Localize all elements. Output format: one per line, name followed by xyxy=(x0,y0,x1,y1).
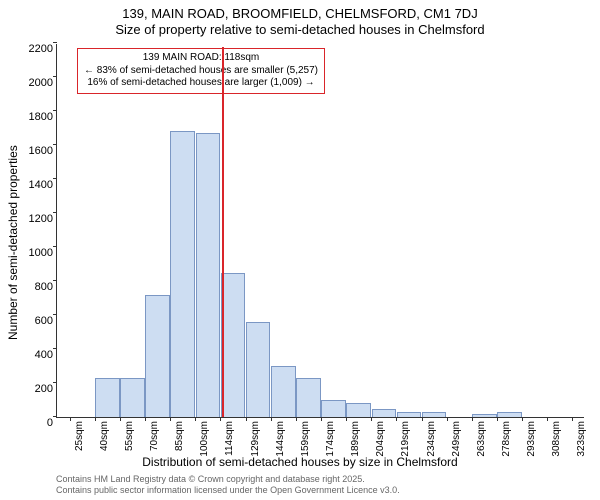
y-tick-label: 1600 xyxy=(29,145,53,157)
y-tick-label: 600 xyxy=(35,315,53,327)
histogram-bar xyxy=(397,412,422,417)
y-tick-mark xyxy=(53,280,57,281)
x-tick-mark xyxy=(371,417,372,421)
histogram-bar xyxy=(472,414,497,417)
x-tick-label: 25sqm xyxy=(74,421,85,451)
x-tick-label: 159sqm xyxy=(300,421,311,457)
annotation-line-3: 16% of semi-detached houses are larger (… xyxy=(84,77,318,90)
x-tick-mark xyxy=(296,417,297,421)
x-tick-mark xyxy=(396,417,397,421)
annotation-box: 139 MAIN ROAD: 118sqm ← 83% of semi-deta… xyxy=(77,48,325,94)
x-tick-mark xyxy=(145,417,146,421)
x-tick-mark xyxy=(195,417,196,421)
x-tick-label: 263sqm xyxy=(476,421,487,457)
y-tick-mark xyxy=(53,42,57,43)
x-tick-mark xyxy=(95,417,96,421)
y-tick-label: 400 xyxy=(35,349,53,361)
x-tick-label: 129sqm xyxy=(250,421,261,457)
x-tick-label: 204sqm xyxy=(375,421,386,457)
x-tick-mark xyxy=(572,417,573,421)
histogram-bar xyxy=(246,322,271,417)
y-tick-mark xyxy=(53,178,57,179)
histogram-bar xyxy=(145,295,170,417)
x-tick-mark xyxy=(170,417,171,421)
x-tick-mark xyxy=(447,417,448,421)
histogram-bar xyxy=(497,412,522,417)
y-tick-mark xyxy=(53,110,57,111)
x-tick-mark xyxy=(346,417,347,421)
y-tick-label: 2200 xyxy=(29,43,53,55)
x-tick-label: 144sqm xyxy=(275,421,286,457)
x-tick-label: 278sqm xyxy=(501,421,512,457)
y-tick-mark xyxy=(53,246,57,247)
x-tick-mark xyxy=(120,417,121,421)
y-tick-mark xyxy=(53,348,57,349)
y-tick-mark xyxy=(53,416,57,417)
y-tick-label: 800 xyxy=(35,281,53,293)
x-tick-label: 308sqm xyxy=(551,421,562,457)
histogram-bar xyxy=(221,273,246,418)
x-tick-label: 189sqm xyxy=(350,421,361,457)
histogram-bar xyxy=(120,378,145,417)
x-tick-mark xyxy=(220,417,221,421)
y-tick-mark xyxy=(53,314,57,315)
histogram-bar xyxy=(372,409,397,418)
annotation-line-1: 139 MAIN ROAD: 118sqm xyxy=(84,52,318,65)
y-tick-mark xyxy=(53,212,57,213)
y-tick-label: 0 xyxy=(47,417,53,429)
x-tick-mark xyxy=(246,417,247,421)
x-tick-label: 293sqm xyxy=(526,421,537,457)
x-tick-label: 55sqm xyxy=(124,421,135,451)
histogram-bar xyxy=(95,378,120,417)
histogram-bar xyxy=(321,400,346,417)
x-tick-label: 100sqm xyxy=(199,421,210,457)
histogram-plot: 139 MAIN ROAD: 118sqm ← 83% of semi-deta… xyxy=(56,44,584,418)
footer-line-2: Contains public sector information licen… xyxy=(56,485,400,496)
histogram-bar xyxy=(296,378,321,417)
y-tick-label: 1400 xyxy=(29,179,53,191)
annotation-line-2: ← 83% of semi-detached houses are smalle… xyxy=(84,65,318,78)
x-tick-mark xyxy=(70,417,71,421)
chart-container: 139, MAIN ROAD, BROOMFIELD, CHELMSFORD, … xyxy=(0,0,600,500)
title-subtitle: Size of property relative to semi-detach… xyxy=(0,22,600,38)
x-tick-mark xyxy=(271,417,272,421)
histogram-bar xyxy=(170,131,195,417)
x-tick-label: 70sqm xyxy=(149,421,160,451)
marker-line xyxy=(222,47,224,417)
x-tick-mark xyxy=(497,417,498,421)
x-axis-label: Distribution of semi-detached houses by … xyxy=(0,455,600,469)
x-tick-label: 219sqm xyxy=(400,421,411,457)
x-tick-mark xyxy=(422,417,423,421)
title-address: 139, MAIN ROAD, BROOMFIELD, CHELMSFORD, … xyxy=(0,6,600,22)
x-tick-label: 323sqm xyxy=(576,421,587,457)
x-tick-mark xyxy=(522,417,523,421)
y-tick-label: 1800 xyxy=(29,111,53,123)
y-tick-label: 1000 xyxy=(29,247,53,259)
x-tick-mark xyxy=(547,417,548,421)
y-tick-label: 1200 xyxy=(29,213,53,225)
y-tick-mark xyxy=(53,382,57,383)
x-tick-label: 234sqm xyxy=(426,421,437,457)
title-area: 139, MAIN ROAD, BROOMFIELD, CHELMSFORD, … xyxy=(0,0,600,39)
x-tick-label: 40sqm xyxy=(99,421,110,451)
histogram-bar xyxy=(346,403,371,417)
histogram-bar xyxy=(196,133,221,417)
y-axis-label: Number of semi-detached properties xyxy=(6,145,20,340)
footer-attribution: Contains HM Land Registry data © Crown c… xyxy=(56,474,400,496)
x-tick-mark xyxy=(321,417,322,421)
y-tick-mark xyxy=(53,76,57,77)
x-tick-label: 174sqm xyxy=(325,421,336,457)
footer-line-1: Contains HM Land Registry data © Crown c… xyxy=(56,474,400,485)
x-tick-mark xyxy=(472,417,473,421)
histogram-bar xyxy=(271,366,296,417)
histogram-bar xyxy=(422,412,447,417)
x-tick-label: 85sqm xyxy=(174,421,185,451)
y-tick-label: 200 xyxy=(35,383,53,395)
x-tick-label: 114sqm xyxy=(224,421,235,456)
y-tick-label: 2000 xyxy=(29,77,53,89)
x-tick-label: 249sqm xyxy=(451,421,462,457)
y-tick-mark xyxy=(53,144,57,145)
